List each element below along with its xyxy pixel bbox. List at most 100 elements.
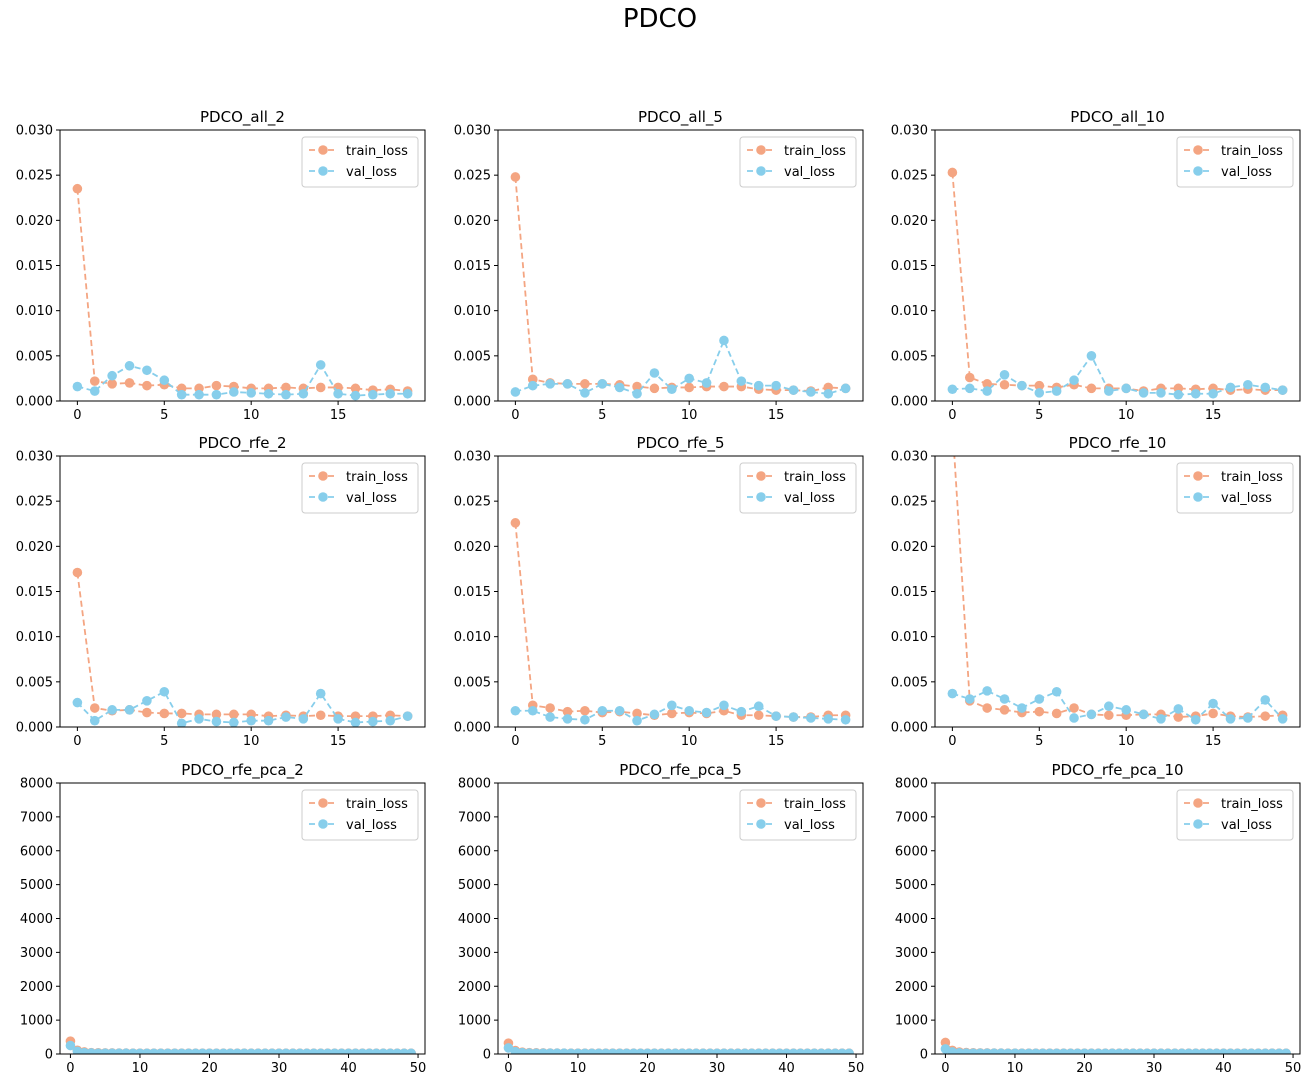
subplot: PDCO_rfe_10 0 5 10 15 0.000 0.005 0.010 0.015 0.0… <box>891 434 1301 749</box>
data-point-val_loss <box>597 705 608 716</box>
x-tick-label: 15 <box>1205 408 1222 423</box>
data-point-val_loss <box>527 380 538 391</box>
data-point-train_loss <box>142 380 152 391</box>
x-tick-label: 0 <box>948 734 956 749</box>
data-point-val_loss <box>229 717 239 727</box>
y-tick-label: 0.030 <box>16 450 53 465</box>
y-tick-label: 0 <box>45 1048 53 1063</box>
data-point-val_loss <box>298 388 309 399</box>
data-point-train_loss <box>159 708 170 719</box>
legend-label: val_loss <box>346 818 397 833</box>
subplot-title: PDCO_rfe_10 <box>1069 434 1167 453</box>
data-point-train_loss <box>229 709 239 720</box>
x-tick-label: 5 <box>1035 408 1043 423</box>
legend-marker-train_loss <box>318 798 328 808</box>
data-point-train_loss <box>510 172 521 182</box>
y-tick-label: 0.030 <box>891 450 928 465</box>
data-point-train_loss <box>632 381 642 392</box>
data-point-val_loss <box>719 700 729 711</box>
legend-label: train_loss <box>784 470 846 485</box>
y-tick-label: 8000 <box>20 777 53 792</box>
subplot: PDCO_rfe_2 0 5 10 15 0.000 0.005 0.010 0.015 0.02… <box>16 434 426 749</box>
y-tick-label: 0.015 <box>16 259 53 274</box>
data-point-train_loss <box>999 379 1010 390</box>
legend-label: train_loss <box>1221 144 1283 159</box>
plot-area <box>940 1037 1291 1054</box>
x-tick-label: 0 <box>73 408 81 423</box>
data-point-val_loss <box>580 714 590 725</box>
data-point-val_loss <box>1190 714 1201 725</box>
data-point-val_loss <box>298 714 309 724</box>
data-point-train_loss <box>1173 712 1184 722</box>
x-tick-label: 10 <box>243 734 260 749</box>
data-point-train_loss <box>1034 380 1045 391</box>
data-point-val_loss <box>1208 388 1218 399</box>
data-point-val_loss <box>947 384 958 395</box>
data-point-val_loss <box>1281 1048 1291 1054</box>
legend-marker-train_loss <box>756 145 766 155</box>
x-tick-label: 15 <box>768 734 785 749</box>
y-tick-label: 0.020 <box>891 540 928 555</box>
x-tick-label: 30 <box>709 1061 726 1076</box>
data-point-val_loss <box>142 365 152 376</box>
data-point-val_loss <box>281 712 291 722</box>
y-tick-label: 0.025 <box>16 169 53 184</box>
data-point-val_loss <box>964 383 975 394</box>
data-point-val_loss <box>1104 386 1114 396</box>
data-point-train_loss <box>211 709 222 720</box>
y-tick-label: 1000 <box>458 1014 491 1029</box>
x-tick-label: 5 <box>598 734 606 749</box>
data-point-val_loss <box>368 389 378 400</box>
data-point-val_loss <box>368 716 378 727</box>
data-point-train_loss <box>649 383 660 394</box>
data-point-val_loss <box>107 370 117 381</box>
y-tick-label: 1000 <box>20 1014 53 1029</box>
data-point-val_loss <box>545 379 555 389</box>
y-tick-label: 0.015 <box>891 585 928 600</box>
plot-area <box>510 172 851 399</box>
y-tick-label: 2000 <box>895 980 928 995</box>
data-point-val_loss <box>406 1048 416 1054</box>
x-tick-label: 5 <box>598 408 606 423</box>
data-point-val_loss <box>402 388 413 399</box>
y-tick-label: 0.025 <box>891 169 928 184</box>
data-point-train_loss <box>1034 706 1045 717</box>
data-point-val_loss <box>1156 714 1166 724</box>
data-point-train_loss <box>72 567 83 578</box>
data-point-train_loss <box>1051 708 1062 719</box>
legend-marker-val_loss <box>756 819 766 829</box>
y-tick-label: 0.015 <box>16 585 53 600</box>
x-tick-label: 50 <box>410 1061 427 1076</box>
data-point-train_loss <box>947 167 958 178</box>
data-point-val_loss <box>402 711 413 721</box>
data-point-val_loss <box>333 714 343 724</box>
y-tick-label: 0.010 <box>16 304 53 319</box>
data-point-val_loss <box>350 390 361 401</box>
data-point-train_loss <box>107 379 117 389</box>
y-tick-label: 0.010 <box>454 304 491 319</box>
data-point-val_loss <box>1225 382 1236 393</box>
subplot: PDCO_all_5 0 5 10 15 0.000 0.005 0.010 0.015 0.02… <box>454 108 864 423</box>
data-point-train_loss <box>1260 711 1271 721</box>
y-tick-label: 0.025 <box>454 169 491 184</box>
x-tick-label: 20 <box>201 1061 218 1076</box>
data-point-val_loss <box>385 715 396 726</box>
data-point-val_loss <box>788 712 799 722</box>
legend-label: val_loss <box>1221 165 1272 180</box>
x-tick-label: 20 <box>1076 1061 1093 1076</box>
y-tick-label: 0.025 <box>16 495 53 510</box>
legend-marker-val_loss <box>756 492 766 502</box>
subplot-title: PDCO_rfe_pca_5 <box>619 761 742 780</box>
y-tick-label: 0.010 <box>891 630 928 645</box>
data-point-val_loss <box>580 388 590 398</box>
data-point-val_loss <box>1034 388 1045 398</box>
legend-label: train_loss <box>346 797 408 812</box>
y-tick-label: 2000 <box>458 980 491 995</box>
y-tick-label: 0.020 <box>454 540 491 555</box>
x-tick-label: 0 <box>511 408 519 423</box>
data-point-val_loss <box>315 360 326 370</box>
y-tick-label: 0.020 <box>891 214 928 229</box>
y-tick-label: 0.025 <box>891 495 928 510</box>
legend: train_loss val_loss <box>739 789 857 841</box>
data-point-train_loss <box>753 710 764 721</box>
